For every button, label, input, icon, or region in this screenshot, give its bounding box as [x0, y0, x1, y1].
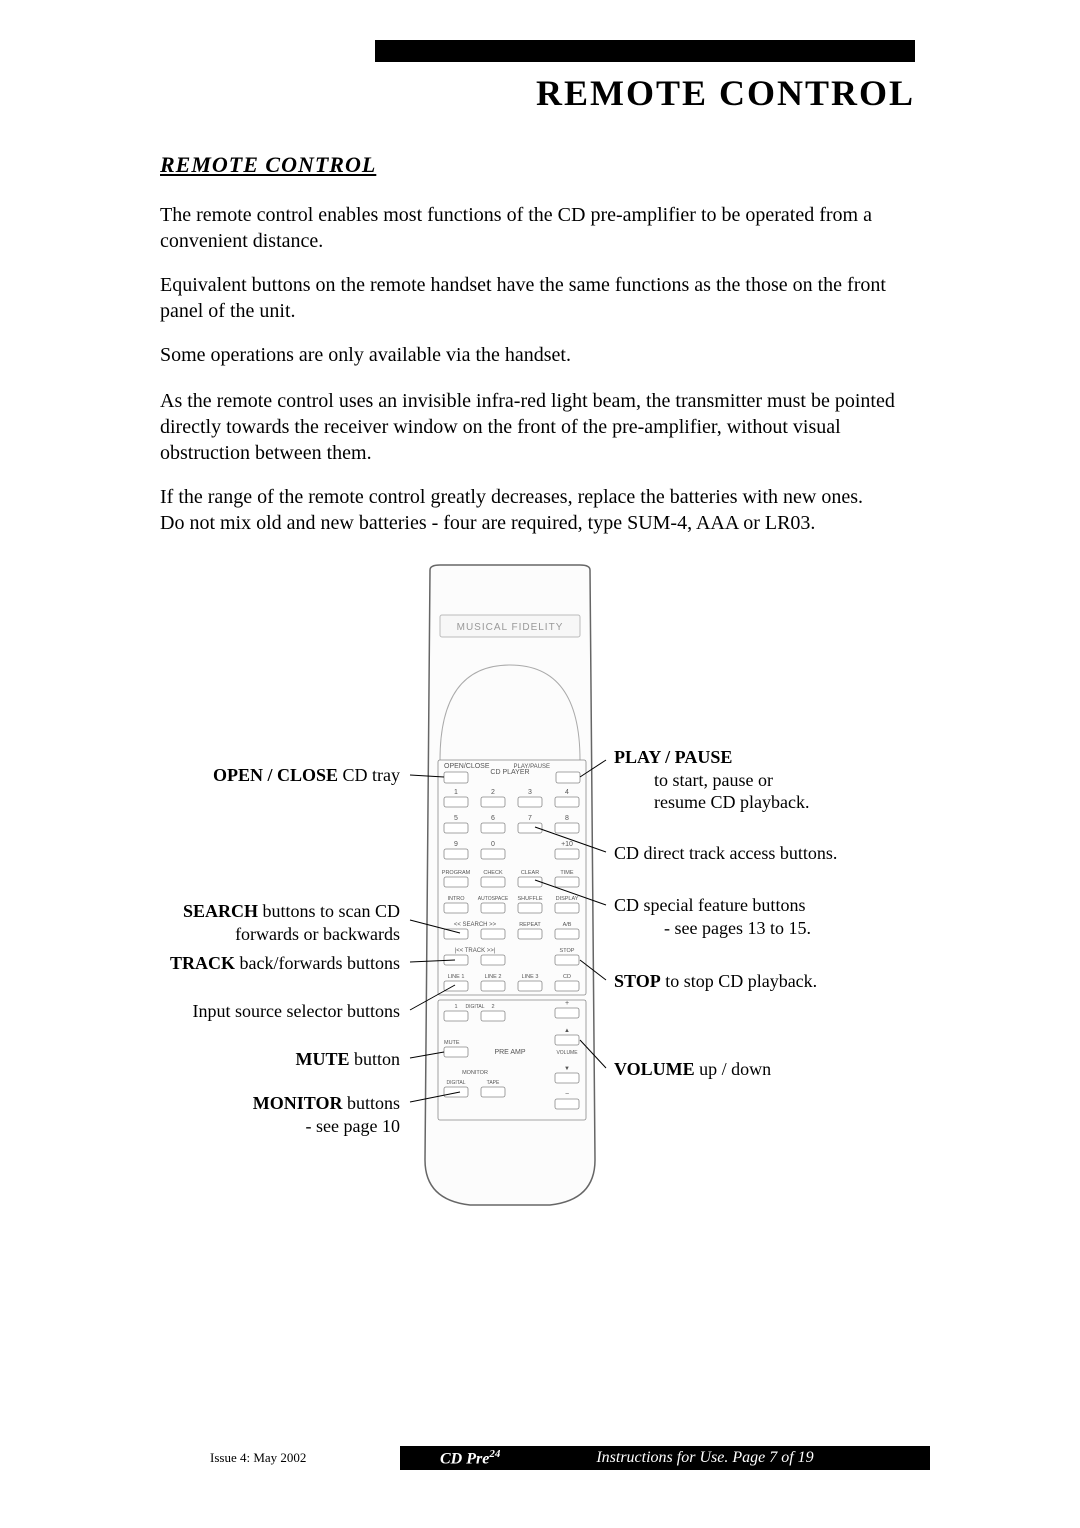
- callout-search: SEARCH buttons to scan CD forwards or ba…: [160, 900, 400, 945]
- svg-text:2: 2: [491, 789, 495, 796]
- brand-label: MUSICAL FIDELITY: [457, 622, 564, 633]
- paragraph-1: The remote control enables most function…: [160, 202, 920, 254]
- svg-text:LINE 3: LINE 3: [522, 974, 539, 980]
- svg-text:TIME: TIME: [560, 870, 573, 876]
- svg-text:STOP: STOP: [560, 948, 575, 954]
- page-footer: Issue 4: May 2002 CD Pre24 Instructions …: [210, 1446, 930, 1470]
- callout-stop: STOP to stop CD playback.: [614, 970, 914, 993]
- callout-track: TRACK back/forwards buttons: [130, 952, 400, 975]
- remote-diagram: MUSICAL FIDELITY CD PLAYER OPEN/CLOSE PL…: [130, 560, 920, 1240]
- top-black-bar: [375, 40, 915, 62]
- svg-text:PROGRAM: PROGRAM: [442, 870, 471, 876]
- paragraph-4: As the remote control uses an invisible …: [160, 388, 920, 466]
- svg-text:−: −: [565, 1091, 569, 1098]
- svg-text:REPEAT: REPEAT: [519, 922, 541, 928]
- svg-text:CHECK: CHECK: [483, 870, 503, 876]
- footer-issue: Issue 4: May 2002: [210, 1450, 400, 1466]
- callout-input: Input source selector buttons: [130, 1000, 400, 1023]
- svg-text:|<< TRACK >>|: |<< TRACK >>|: [455, 948, 496, 954]
- svg-text:7: 7: [528, 815, 532, 822]
- svg-text:LINE 2: LINE 2: [485, 974, 502, 980]
- svg-text:0: 0: [491, 841, 495, 848]
- svg-text:3: 3: [528, 789, 532, 796]
- svg-text:DIGITAL: DIGITAL: [446, 1080, 465, 1086]
- paragraph-5a: If the range of the remote control great…: [160, 484, 920, 510]
- svg-text:2: 2: [491, 1004, 494, 1010]
- svg-text:▼: ▼: [564, 1066, 570, 1072]
- svg-text:+: +: [565, 1000, 569, 1007]
- svg-text:AUTOSPACE: AUTOSPACE: [478, 896, 509, 902]
- svg-text:A/B: A/B: [563, 922, 572, 928]
- callout-monitor: MONITOR buttons - see page 10: [130, 1092, 400, 1137]
- callout-play: PLAY / PAUSE to start, pause or resume C…: [614, 746, 894, 814]
- svg-text:▲: ▲: [564, 1028, 570, 1034]
- svg-text:MONITOR: MONITOR: [462, 1070, 488, 1076]
- svg-text:1: 1: [454, 789, 458, 796]
- callout-open-close: OPEN / CLOSE CD tray: [130, 764, 400, 787]
- svg-text:5: 5: [454, 815, 458, 822]
- svg-text:PLAY/PAUSE: PLAY/PAUSE: [514, 764, 550, 770]
- svg-text:9: 9: [454, 841, 458, 848]
- svg-text:+10: +10: [561, 841, 573, 848]
- svg-text:<< SEARCH >>: << SEARCH >>: [454, 922, 497, 928]
- svg-text:LINE 1: LINE 1: [448, 974, 465, 980]
- svg-text:SHUFFLE: SHUFFLE: [517, 896, 542, 902]
- footer-page: Instructions for Use. Page 7 of 19: [526, 1449, 813, 1467]
- paragraph-5b: Do not mix old and new batteries - four …: [160, 510, 920, 536]
- paragraph-3: Some operations are only available via t…: [160, 342, 920, 368]
- svg-text:VOLUME: VOLUME: [556, 1050, 578, 1056]
- paragraph-2: Equivalent buttons on the remote handset…: [160, 272, 920, 324]
- svg-text:CD: CD: [563, 974, 571, 980]
- svg-text:8: 8: [565, 815, 569, 822]
- section-heading: REMOTE CONTROL: [160, 152, 376, 178]
- callout-direct: CD direct track access buttons.: [614, 842, 914, 865]
- page-title: REMOTE CONTROL: [536, 72, 915, 114]
- pre-amp-label: PRE AMP: [494, 1049, 525, 1056]
- callout-mute: MUTE button: [130, 1048, 400, 1071]
- svg-text:TAPE: TAPE: [487, 1080, 500, 1086]
- remote-body: MUSICAL FIDELITY CD PLAYER OPEN/CLOSE PL…: [425, 565, 595, 1205]
- footer-model: CD Pre24: [400, 1448, 526, 1468]
- svg-text:1: 1: [454, 1004, 457, 1010]
- callout-volume: VOLUME up / down: [614, 1058, 914, 1081]
- svg-text:DISPLAY: DISPLAY: [556, 896, 579, 902]
- svg-text:INTRO: INTRO: [447, 896, 465, 902]
- cd-player-label: CD PLAYER: [490, 769, 529, 776]
- svg-text:MUTE: MUTE: [444, 1040, 460, 1046]
- svg-text:OPEN/CLOSE: OPEN/CLOSE: [444, 763, 490, 770]
- svg-text:6: 6: [491, 815, 495, 822]
- svg-text:4: 4: [565, 789, 569, 796]
- svg-text:CLEAR: CLEAR: [521, 870, 539, 876]
- svg-text:DIGITAL: DIGITAL: [465, 1004, 484, 1010]
- callout-special: CD special feature buttons - see pages 1…: [614, 894, 914, 939]
